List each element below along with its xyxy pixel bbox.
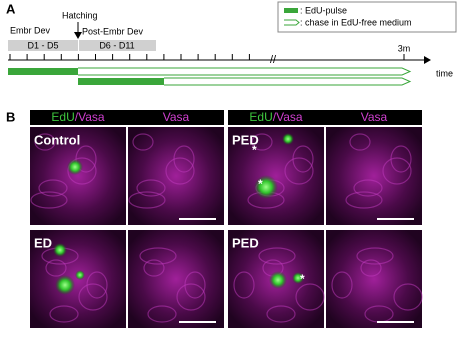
- edu-signal: [75, 270, 85, 280]
- header-merge: EdU/Vasa: [249, 110, 302, 124]
- cell-outline: [393, 283, 423, 311]
- cell-outline: [143, 259, 165, 277]
- legend-swatch: [284, 19, 300, 26]
- legend-pulse: : EdU-pulse: [300, 5, 347, 15]
- pulse-bar: [8, 68, 78, 75]
- edu-signal: [292, 272, 304, 284]
- cell-outline: [356, 247, 394, 265]
- period-box: [8, 40, 78, 51]
- marker: *: [258, 177, 263, 191]
- header-edu: EdU: [51, 110, 74, 124]
- edu-signal: [67, 159, 83, 175]
- cell-outline: [266, 305, 296, 323]
- panel-label: A: [6, 1, 16, 16]
- marker: *: [252, 143, 257, 157]
- cell-outline: [128, 191, 166, 209]
- cell-outline: [34, 133, 56, 151]
- header-merge: EdU/Vasa: [51, 110, 104, 124]
- cell-outline: [284, 157, 314, 185]
- cell-outline: [45, 259, 67, 277]
- cell-outline: [78, 283, 108, 311]
- end-time: 3m: [398, 43, 411, 53]
- pulse-bar: [78, 78, 164, 85]
- legend: [277, 1, 457, 33]
- cell-outline: [75, 145, 97, 173]
- condition: Control: [34, 132, 80, 147]
- cell-outline: [345, 191, 383, 209]
- cell-outline: [38, 179, 68, 197]
- edu-signal: [55, 275, 75, 295]
- cell-outline: [176, 283, 206, 311]
- cell-outline: [349, 133, 371, 151]
- header-vasa: /Vasa: [75, 110, 105, 124]
- embr-dev: Embr Dev: [10, 25, 51, 35]
- cell-outline: [258, 247, 296, 265]
- edu-signal: [254, 175, 278, 199]
- cell-outline: [353, 179, 383, 197]
- legend-swatch: [284, 8, 298, 13]
- cell-outline: [292, 145, 314, 173]
- condition: PED: [232, 132, 259, 147]
- hatching: Hatching: [62, 10, 98, 20]
- header-edu: EdU: [249, 110, 272, 124]
- cell-outline: [165, 157, 195, 185]
- micrograph: [326, 230, 422, 328]
- cell-outline: [67, 157, 97, 185]
- micrograph: [30, 127, 126, 225]
- cell-outline: [132, 133, 154, 151]
- cell-outline: [184, 271, 206, 299]
- marker: *: [300, 272, 305, 286]
- cell-outline: [49, 305, 79, 323]
- cell-outline: [360, 259, 382, 277]
- chase-bar: [78, 67, 412, 76]
- legend-chase: : chase in EdU-free medium: [300, 17, 412, 27]
- header-bar: [30, 110, 224, 125]
- cell-outline: [390, 145, 412, 173]
- cell-outline: [331, 271, 353, 299]
- edu-signal: [53, 243, 67, 257]
- axis-label: time: [436, 68, 453, 78]
- condition: ED: [34, 235, 52, 250]
- cell-outline: [295, 283, 325, 311]
- period-2: D6 - D11: [99, 40, 134, 50]
- header-vasa: /Vasa: [273, 110, 303, 124]
- header-bar: [228, 110, 422, 125]
- cell-outline: [139, 247, 177, 265]
- cell-outline: [233, 271, 255, 299]
- cell-outline: [382, 157, 412, 185]
- cell-outline: [173, 145, 195, 173]
- cell-outline: [147, 305, 177, 323]
- edu-signal: [269, 271, 287, 289]
- break: //: [270, 54, 277, 66]
- cell-outline: [251, 133, 273, 151]
- chase-bar: [164, 77, 412, 86]
- edu-signal: [282, 133, 294, 145]
- period-box: [79, 40, 156, 51]
- header-vasa: Vasa: [163, 110, 190, 124]
- panel-label: B: [6, 109, 15, 124]
- cell-outline: [86, 271, 108, 299]
- micrograph: [326, 127, 422, 225]
- post-embr-dev: Post-Embr Dev: [82, 26, 144, 36]
- ticks: [9, 54, 250, 60]
- header-vasa: Vasa: [361, 110, 388, 124]
- micrograph: [128, 127, 224, 225]
- cell-outline: [30, 191, 68, 209]
- cell-outline: [136, 179, 166, 197]
- period-1: D1 - D5: [27, 40, 58, 50]
- micrograph: [228, 127, 324, 225]
- condition: PED: [232, 235, 259, 250]
